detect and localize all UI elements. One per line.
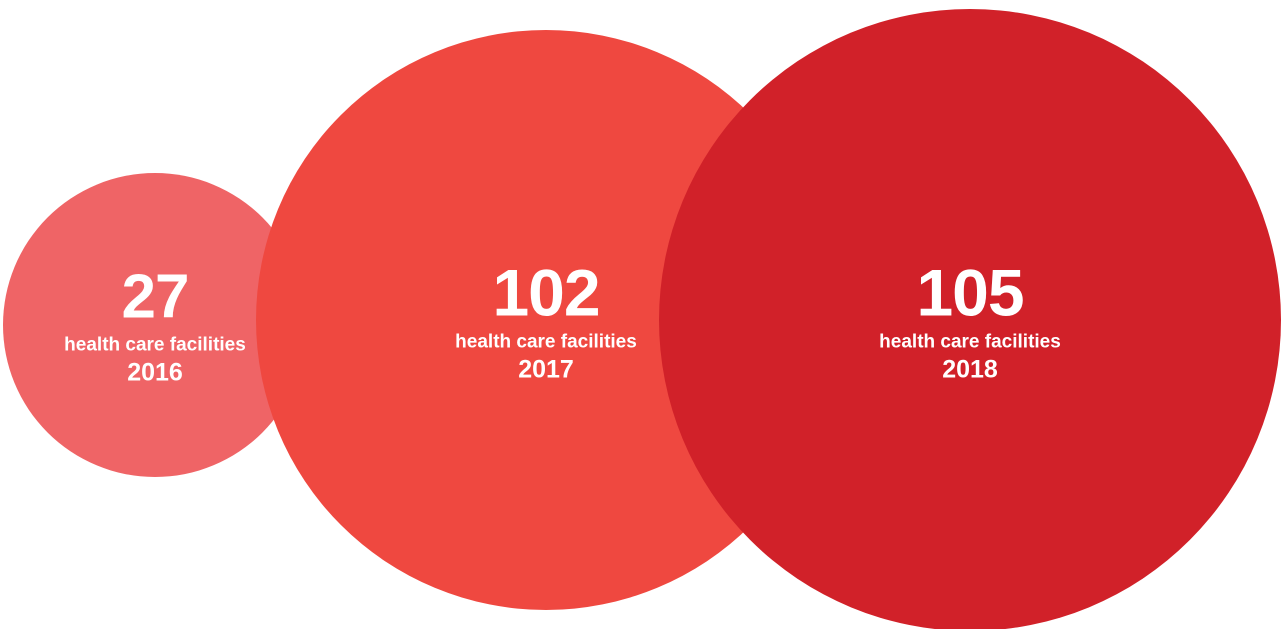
bubble-value-2016: 27: [121, 262, 190, 332]
bubble-2017: [256, 30, 836, 610]
bubble-value-2017: 102: [492, 255, 600, 330]
bubble-year-2016: 2016: [127, 358, 183, 387]
bubble-label-2018: 105 health care facilities 2018: [879, 260, 1061, 385]
bubble-2016: [3, 173, 307, 477]
bubble-description-2018: health care facilities: [879, 331, 1061, 353]
bubble-2018: [659, 9, 1281, 629]
bubble-value-2018: 105: [916, 255, 1024, 330]
bubble-description-2016: health care facilities: [64, 334, 246, 356]
bubble-label-2017: 102 health care facilities 2017: [455, 260, 637, 385]
bubble-description-2017: health care facilities: [455, 331, 637, 353]
bubble-year-2018: 2018: [942, 355, 998, 384]
bubble-label-2016: 27 health care facilities 2016: [64, 262, 246, 388]
bubble-year-2017: 2017: [518, 355, 574, 384]
